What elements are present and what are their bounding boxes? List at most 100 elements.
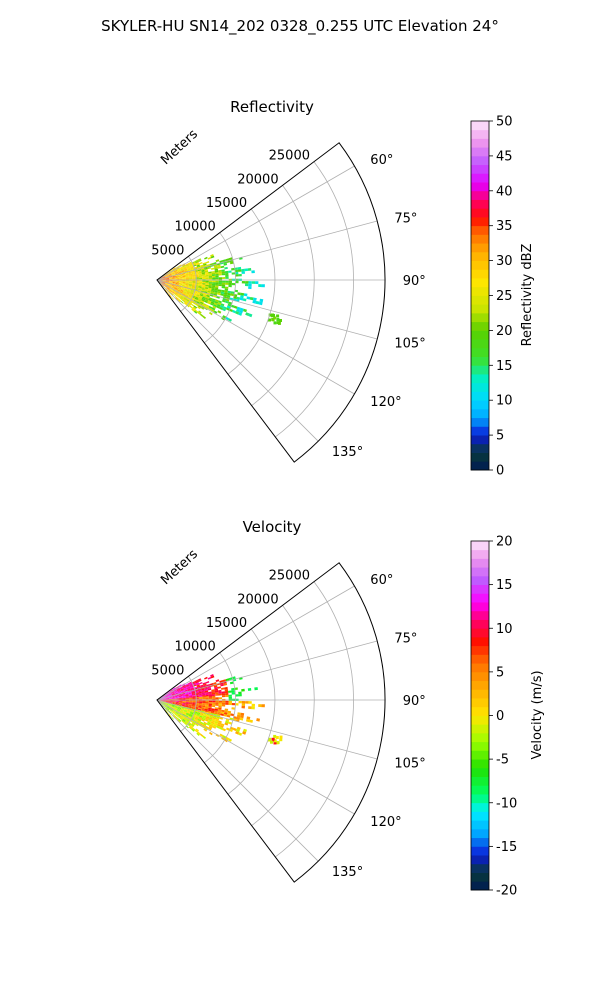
echo-gate: [208, 277, 213, 280]
echo-gate: [182, 281, 186, 282]
echo-gate: [225, 280, 229, 283]
echo-gate: [237, 292, 241, 296]
echo-gate: [188, 714, 193, 718]
echo-gate: [172, 276, 176, 278]
azimuth-spoke: [156, 279, 378, 340]
echo-gate: [197, 710, 201, 713]
echo-gate: [211, 283, 216, 286]
echo-gate: [177, 708, 181, 711]
echo-gate: [188, 702, 193, 704]
echo-gate: [198, 275, 203, 277]
echo-gate: [184, 270, 188, 273]
echo-gate: [172, 280, 176, 282]
colorbar-segment: [471, 155, 489, 166]
azimuth-spoke: [156, 699, 319, 862]
echo-gate: [172, 290, 176, 293]
echo-gate: [212, 277, 216, 280]
echo-gate: [170, 706, 174, 709]
echo-gate: [214, 287, 219, 290]
echo-gate: [159, 277, 163, 280]
echo-gate: [215, 693, 219, 696]
echo-gate: [176, 289, 181, 292]
echo-gate: [192, 307, 196, 311]
reflectivity-azimuth-ticks: 60°75°90°105°120°135°: [332, 153, 426, 460]
colorbar-segment: [471, 706, 489, 716]
echo-gate: [165, 275, 169, 277]
echo-gate: [214, 267, 218, 270]
isolated-echo-gate: [271, 737, 275, 741]
echo-gate: [172, 290, 176, 293]
isolated-echo-gate: [276, 741, 280, 745]
echo-gate: [203, 684, 208, 688]
echo-gate: [201, 284, 206, 286]
echo-gate: [217, 289, 222, 292]
echo-gate: [168, 704, 172, 706]
echo-gate: [198, 287, 202, 290]
echo-gate: [164, 704, 168, 707]
echo-gate: [172, 281, 176, 282]
echo-gate: [204, 710, 208, 713]
colorbar-segment: [471, 312, 489, 323]
echo-gate: [201, 719, 205, 722]
echo-gate: [162, 280, 166, 282]
echo-gate: [172, 278, 176, 280]
echo-gate: [208, 717, 213, 720]
echo-gate: [186, 292, 190, 295]
isolated-echo-gate: [276, 314, 280, 318]
echo-gate: [191, 691, 195, 694]
echo-gate: [214, 288, 219, 291]
echo-gate: [196, 294, 200, 297]
echo-gate: [204, 300, 208, 304]
echo-gate: [179, 711, 183, 715]
echo-gate: [172, 697, 176, 699]
azimuth-tick-label: 120°: [370, 395, 401, 410]
echo-gate: [217, 264, 221, 267]
colorbar-segment: [471, 374, 489, 384]
echo-gate: [182, 702, 186, 704]
echo-gate: [165, 702, 169, 705]
echo-gate: [162, 281, 166, 282]
echo-gate: [208, 696, 213, 698]
echo-gate: [242, 731, 247, 735]
echo-gate: [246, 296, 251, 300]
echo-gate: [177, 287, 182, 289]
colorbar-tick-label: 25: [496, 289, 513, 304]
range-tick-label: 10000: [174, 220, 215, 235]
echo-gate: [171, 704, 176, 706]
echo-gate: [225, 692, 229, 696]
echo-gate: [225, 272, 229, 276]
echo-gate: [180, 289, 184, 292]
echo-gate: [206, 293, 211, 296]
echo-gate: [174, 271, 178, 273]
colorbar-segment: [471, 199, 489, 209]
echo-gate: [169, 700, 173, 702]
echo-gate: [192, 282, 196, 284]
echo-gate: [162, 278, 166, 280]
echo-gate: [205, 281, 209, 284]
range-tick-label: 5000: [151, 243, 184, 258]
echo-gate: [190, 268, 195, 271]
echo-gate: [171, 693, 175, 696]
echo-gate: [178, 713, 182, 716]
echo-gate: [189, 305, 193, 309]
echo-gate: [182, 701, 186, 703]
echo-gate: [166, 706, 170, 710]
echo-gate: [166, 287, 170, 290]
echo-gate: [207, 300, 212, 303]
colorbar-tick-label: 50: [496, 115, 513, 130]
colorbar-segment: [471, 216, 489, 227]
echo-gate: [205, 272, 209, 274]
echo-gate: [172, 698, 176, 700]
echo-gate: [172, 710, 176, 713]
echo-gate: [170, 292, 174, 296]
echo-gate: [188, 276, 193, 278]
echo-gate: [192, 275, 196, 277]
echo-gate: [227, 710, 232, 714]
colorbar-segment: [471, 225, 489, 235]
echo-gate: [180, 269, 184, 272]
echo-gate: [168, 273, 172, 276]
echo-gate: [175, 292, 179, 295]
echo-gate: [166, 287, 170, 290]
echo-gate: [179, 290, 184, 293]
echo-gate: [171, 285, 175, 288]
